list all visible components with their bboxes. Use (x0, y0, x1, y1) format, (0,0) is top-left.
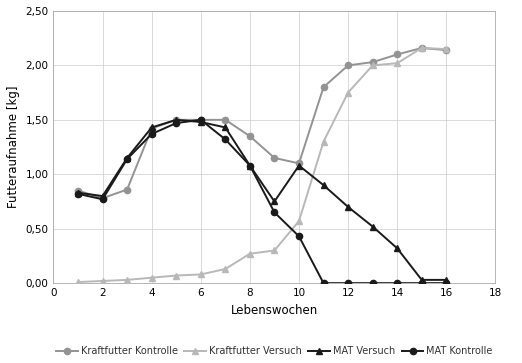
MAT Kontrolle (345, 281, 351, 285)
Kraftfutter Kontrolle (443, 48, 449, 52)
MAT Versuch (222, 125, 229, 130)
MAT Versuch (124, 156, 130, 160)
Kraftfutter Kontrolle (345, 63, 351, 68)
Kraftfutter Kontrolle (149, 126, 155, 131)
MAT Versuch (247, 163, 253, 168)
Kraftfutter Versuch (198, 272, 204, 277)
Line: Kraftfutter Kontrolle: Kraftfutter Kontrolle (75, 45, 449, 201)
Kraftfutter Kontrolle (247, 134, 253, 138)
MAT Kontrolle (222, 137, 229, 142)
MAT Versuch (321, 183, 327, 187)
MAT Kontrolle (124, 157, 130, 161)
MAT Versuch (271, 199, 278, 204)
Kraftfutter Kontrolle (296, 161, 302, 166)
Kraftfutter Kontrolle (222, 118, 229, 122)
Legend: Kraftfutter Kontrolle, Kraftfutter Versuch, MAT Versuch, MAT Kontrolle: Kraftfutter Kontrolle, Kraftfutter Versu… (53, 342, 496, 360)
MAT Versuch (75, 191, 81, 195)
Line: MAT Kontrolle: MAT Kontrolle (75, 117, 449, 286)
Kraftfutter Versuch (370, 63, 376, 68)
MAT Versuch (198, 120, 204, 124)
Kraftfutter Kontrolle (394, 52, 400, 57)
Kraftfutter Versuch (345, 90, 351, 95)
MAT Versuch (443, 278, 449, 282)
MAT Kontrolle (247, 163, 253, 168)
MAT Versuch (419, 278, 425, 282)
X-axis label: Lebenswochen: Lebenswochen (231, 303, 318, 317)
Kraftfutter Versuch (321, 139, 327, 144)
MAT Versuch (100, 194, 106, 198)
Kraftfutter Kontrolle (198, 118, 204, 122)
MAT Versuch (173, 118, 180, 122)
MAT Kontrolle (443, 281, 449, 285)
Kraftfutter Versuch (100, 279, 106, 283)
MAT Versuch (394, 246, 400, 250)
Kraftfutter Versuch (173, 273, 180, 278)
MAT Kontrolle (370, 281, 376, 285)
Kraftfutter Versuch (443, 47, 449, 51)
MAT Kontrolle (296, 234, 302, 238)
MAT Versuch (370, 224, 376, 229)
MAT Kontrolle (198, 118, 204, 122)
MAT Kontrolle (419, 281, 425, 285)
Kraftfutter Kontrolle (124, 187, 130, 192)
Kraftfutter Kontrolle (75, 188, 81, 193)
Kraftfutter Kontrolle (321, 85, 327, 89)
Kraftfutter Kontrolle (100, 196, 106, 200)
MAT Kontrolle (100, 197, 106, 201)
Kraftfutter Kontrolle (370, 60, 376, 64)
MAT Kontrolle (321, 281, 327, 285)
Y-axis label: Futteraufnahme [kg]: Futteraufnahme [kg] (7, 86, 20, 208)
Kraftfutter Versuch (394, 61, 400, 65)
Kraftfutter Versuch (222, 267, 229, 271)
Kraftfutter Kontrolle (271, 156, 278, 160)
Kraftfutter Versuch (419, 46, 425, 50)
Kraftfutter Versuch (124, 278, 130, 282)
Line: Kraftfutter Versuch: Kraftfutter Versuch (75, 45, 449, 285)
Line: MAT Versuch: MAT Versuch (75, 117, 449, 283)
Kraftfutter Versuch (149, 276, 155, 280)
MAT Kontrolle (173, 121, 180, 125)
MAT Versuch (296, 163, 302, 168)
Kraftfutter Versuch (296, 219, 302, 223)
Kraftfutter Versuch (247, 252, 253, 256)
MAT Versuch (149, 125, 155, 130)
Kraftfutter Versuch (271, 248, 278, 253)
MAT Kontrolle (149, 132, 155, 136)
MAT Kontrolle (271, 210, 278, 215)
Kraftfutter Kontrolle (173, 118, 180, 122)
MAT Versuch (345, 205, 351, 209)
Kraftfutter Kontrolle (419, 46, 425, 50)
Kraftfutter Versuch (75, 280, 81, 284)
MAT Kontrolle (394, 281, 400, 285)
MAT Kontrolle (75, 192, 81, 196)
